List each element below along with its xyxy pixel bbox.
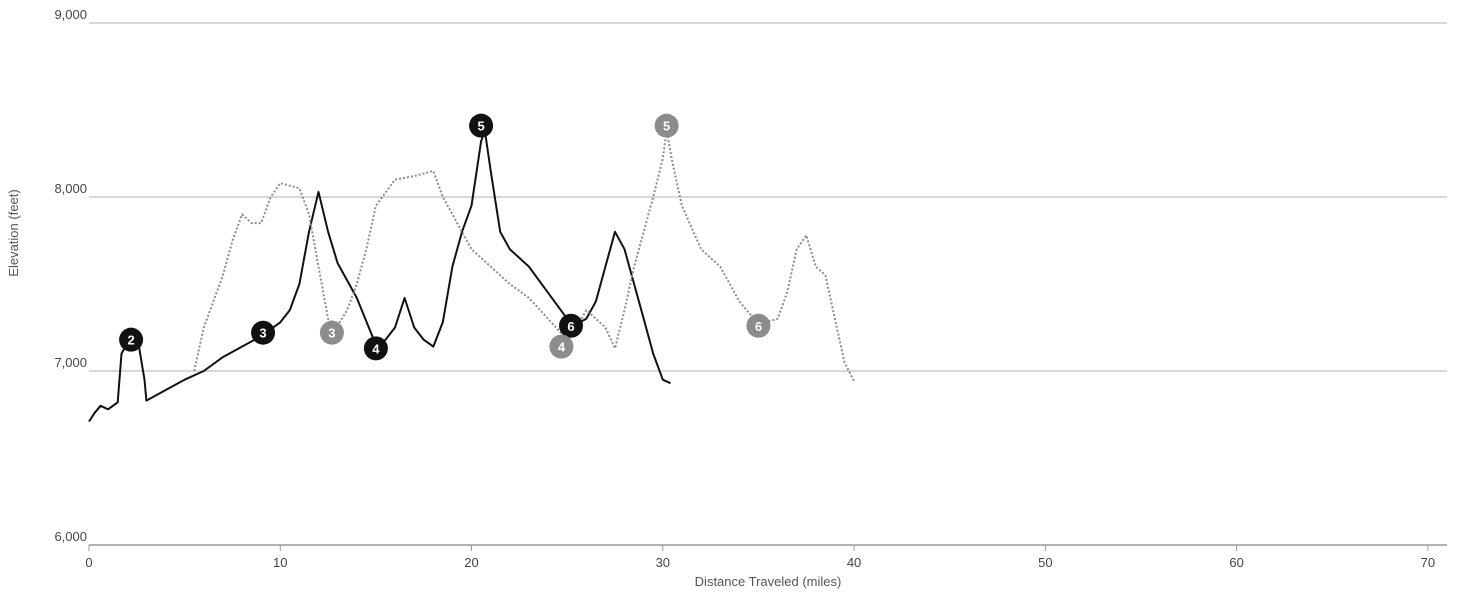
waypoint-marker: 4	[363, 336, 388, 361]
x-tick-label: 30	[656, 555, 670, 570]
waypoint-marker-label: 3	[328, 326, 335, 341]
waypoint-marker-circle	[549, 334, 574, 359]
x-tick-label: 0	[85, 555, 92, 570]
x-tick-label: 20	[464, 555, 478, 570]
y-tick-label: 6,000	[54, 529, 87, 544]
elevation-line-dotted	[193, 129, 855, 382]
waypoint-marker-circle	[469, 113, 494, 138]
elevation-line-solid	[88, 129, 671, 423]
waypoint-marker-label: 5	[477, 119, 484, 134]
y-tick-label: 7,000	[54, 355, 87, 370]
waypoint-marker-circle	[319, 320, 344, 345]
y-tick-label: 9,000	[54, 7, 87, 22]
series-layer	[88, 129, 855, 423]
waypoint-marker-label: 6	[755, 319, 762, 334]
waypoint-marker: 5	[654, 113, 679, 138]
waypoint-marker-circle	[119, 327, 144, 352]
waypoint-marker: 2	[119, 327, 144, 352]
waypoint-marker-label: 5	[663, 119, 670, 134]
waypoint-marker-label: 6	[567, 319, 574, 334]
waypoint-marker-label: 3	[259, 326, 266, 341]
waypoint-marker-circle	[251, 320, 276, 345]
x-axis-title: Distance Traveled (miles)	[695, 574, 842, 589]
waypoint-marker-label: 4	[372, 341, 380, 356]
x-tick-label: 40	[847, 555, 861, 570]
waypoint-marker-circle	[363, 336, 388, 361]
x-tick-label: 50	[1038, 555, 1052, 570]
y-tick-label: 8,000	[54, 181, 87, 196]
waypoint-marker: 3	[319, 320, 344, 345]
waypoint-marker-label: 2	[127, 333, 134, 348]
x-tick-label: 60	[1229, 555, 1243, 570]
waypoint-marker-label: 4	[558, 340, 566, 355]
waypoint-marker-circle	[558, 313, 583, 338]
markers-layer: 2 3 4 5 6 3 4 5 6	[119, 113, 771, 361]
waypoint-marker: 3	[251, 320, 276, 345]
waypoint-marker: 4	[549, 334, 574, 359]
x-axis: 0 10 20 30 40 50 60 70	[85, 545, 1435, 570]
waypoint-marker: 6	[558, 313, 583, 338]
waypoint-marker-circle	[746, 313, 771, 338]
y-axis-tick-labels: 6,000 7,000 8,000 9,000	[54, 7, 87, 544]
waypoint-marker: 6	[746, 313, 771, 338]
x-tick-label: 10	[273, 555, 287, 570]
y-axis-title: Elevation (feet)	[6, 189, 21, 276]
waypoint-marker: 5	[469, 113, 494, 138]
x-tick-label: 70	[1421, 555, 1435, 570]
waypoint-marker-circle	[654, 113, 679, 138]
gridlines	[89, 22, 1447, 546]
